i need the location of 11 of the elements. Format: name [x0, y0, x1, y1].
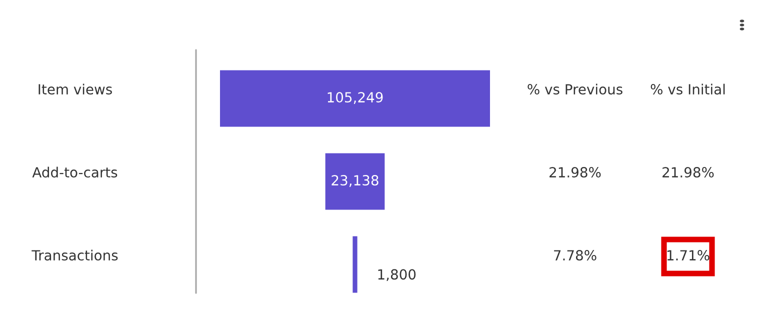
data-label: 23,138: [332, 175, 378, 187]
category-label: Transactions: [32, 250, 118, 261]
category-label: Item views: [38, 84, 112, 95]
category-label: Add-to-carts: [32, 166, 118, 178]
text: % vs Initial: [650, 84, 725, 95]
text: 7.78%: [554, 250, 596, 261]
data-label: 1,800: [378, 269, 416, 282]
text: 21.98%: [662, 167, 714, 178]
data-label: 105,249: [328, 92, 383, 104]
text: 21.98%: [550, 167, 601, 178]
text: % vs Previous: [528, 84, 622, 95]
